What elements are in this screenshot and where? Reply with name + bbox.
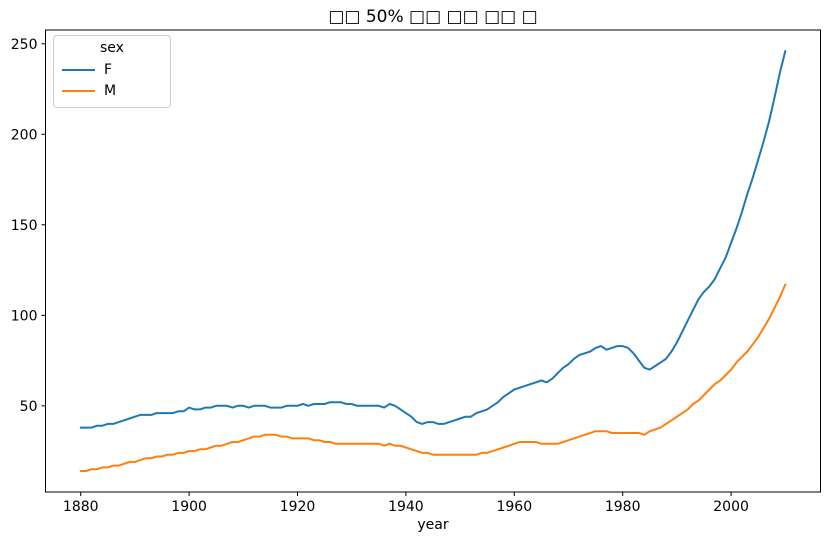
series-lines <box>79 50 787 472</box>
x-axis-label: year <box>417 517 448 533</box>
m-line-swatch-icon <box>62 89 95 92</box>
y-tick-label: 200 <box>11 127 38 143</box>
series-line-m <box>79 283 787 472</box>
y-tick-label: 150 <box>11 218 38 234</box>
x-tick-label: 1920 <box>280 499 316 515</box>
legend: sex F M <box>53 35 171 108</box>
x-tick-label: 1960 <box>496 499 532 515</box>
axes-frame <box>45 29 821 493</box>
legend-entry-f: F <box>62 59 162 80</box>
y-tick-label: 50 <box>20 399 38 415</box>
x-tick-label: 1980 <box>605 499 641 515</box>
chart-title: □□ 50% □□ □□ □□ □ <box>328 7 537 27</box>
legend-title: sex <box>100 40 124 56</box>
x-tick-label: 1940 <box>388 499 424 515</box>
x-tick-label: 1900 <box>171 499 207 515</box>
y-tick-label: 250 <box>11 37 38 53</box>
legend-label-m: M <box>104 82 117 99</box>
legend-label-f: F <box>104 61 113 78</box>
x-axis-ticks: 1880 1900 1920 1940 1960 1980 2000 <box>63 492 749 515</box>
x-tick-label: 1880 <box>63 499 99 515</box>
legend-entry-m: M <box>62 80 162 101</box>
y-tick-label: 100 <box>11 308 38 324</box>
x-tick-label: 2000 <box>713 499 749 515</box>
series-line-f <box>79 50 787 429</box>
f-line-swatch-icon <box>62 68 95 71</box>
y-axis-ticks: 50 100 150 200 250 <box>11 37 46 415</box>
